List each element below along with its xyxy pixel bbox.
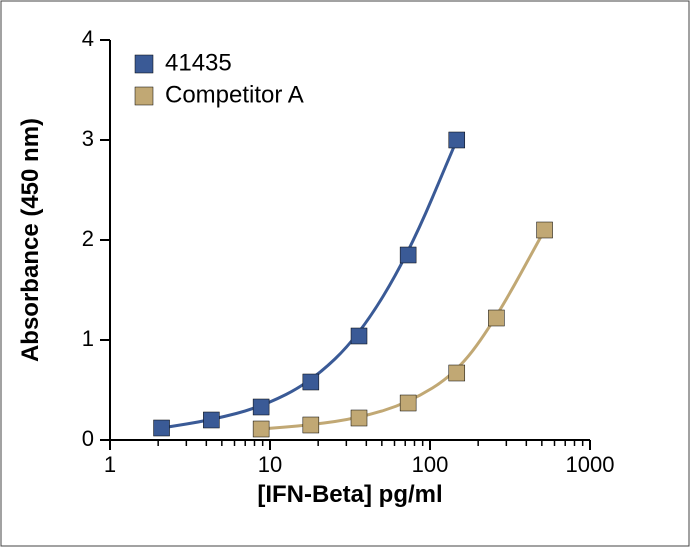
legend-label-compA: Competitor A: [165, 81, 304, 108]
y-tick-label: 4: [82, 26, 94, 51]
series-marker-compA: [400, 395, 416, 411]
series-marker-compA: [351, 410, 367, 426]
x-tick-label: 10: [258, 452, 282, 477]
series-marker-compA: [537, 222, 553, 238]
series-marker-s41435: [154, 420, 170, 436]
series-marker-compA: [449, 365, 465, 381]
series-marker-s41435: [400, 247, 416, 263]
series-marker-compA: [488, 310, 504, 326]
x-axis-label: [IFN-Beta] pg/ml: [257, 481, 442, 508]
series-marker-s41435: [303, 374, 319, 390]
legend-marker-s41435: [135, 55, 153, 73]
x-tick-label: 100: [412, 452, 449, 477]
x-tick-label: 1000: [566, 452, 615, 477]
y-axis-label: Absorbance (450 nm): [17, 118, 44, 362]
x-tick-label: 1: [104, 452, 116, 477]
y-tick-label: 0: [82, 426, 94, 451]
legend-label-s41435: 41435: [165, 49, 232, 76]
series-marker-s41435: [449, 132, 465, 148]
legend-marker-compA: [135, 87, 153, 105]
series-marker-compA: [253, 421, 269, 437]
chart-svg: 012341101001000Absorbance (450 nm)[IFN-B…: [0, 0, 690, 550]
series-marker-s41435: [351, 328, 367, 344]
series-marker-s41435: [203, 412, 219, 428]
series-marker-s41435: [253, 399, 269, 415]
y-tick-label: 2: [82, 226, 94, 251]
y-tick-label: 1: [82, 326, 94, 351]
chart-frame: 012341101001000Absorbance (450 nm)[IFN-B…: [0, 0, 690, 550]
series-marker-compA: [303, 417, 319, 433]
y-tick-label: 3: [82, 126, 94, 151]
